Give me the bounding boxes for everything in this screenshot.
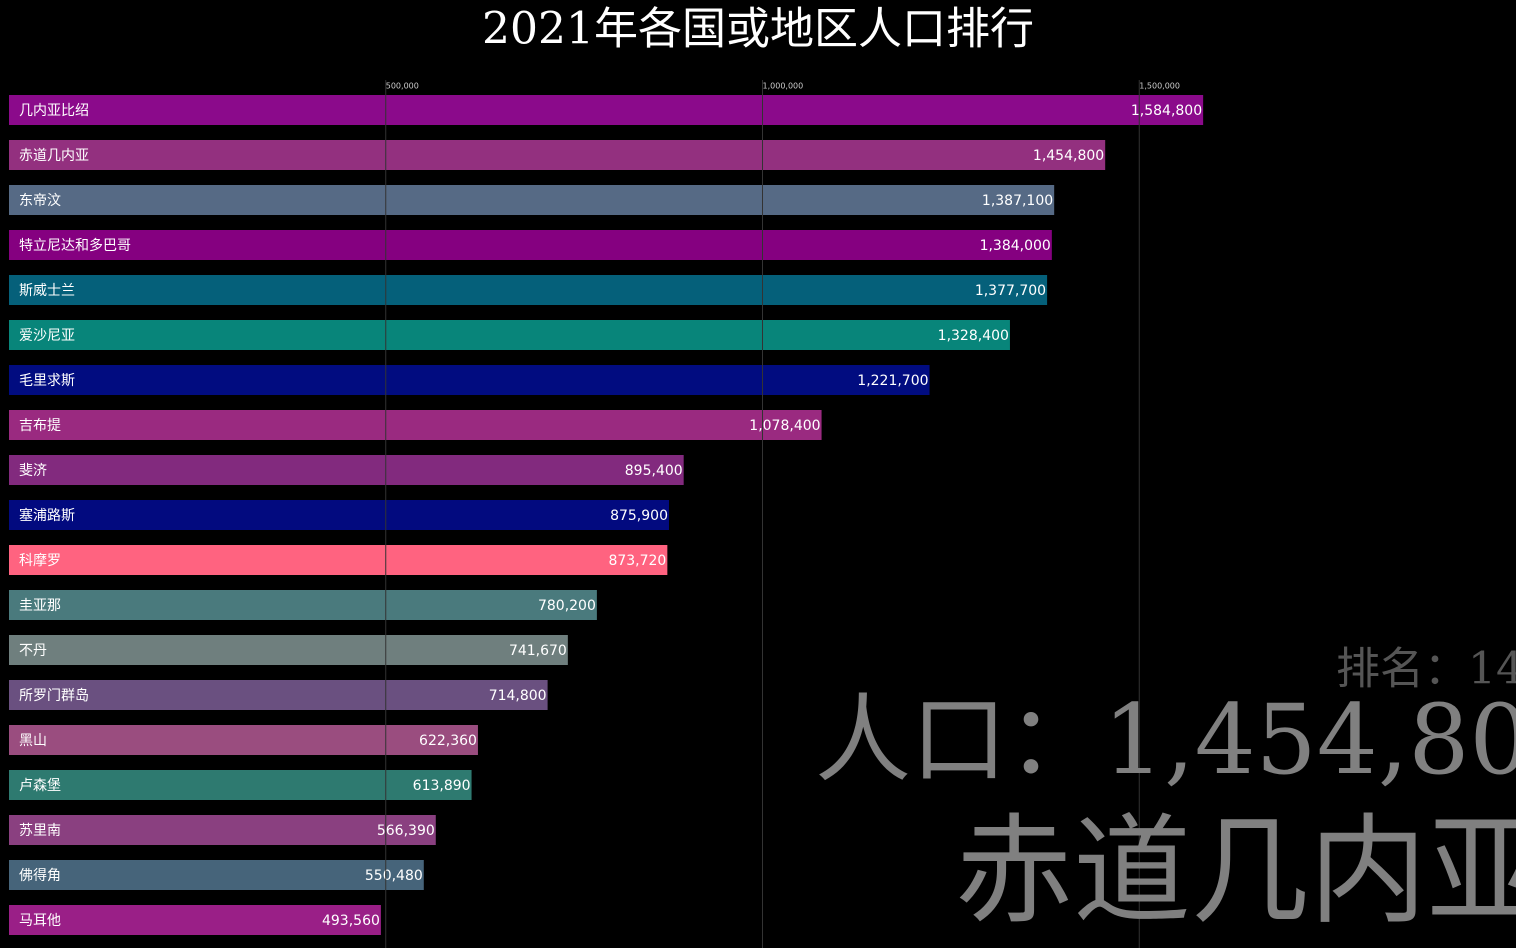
category-label: 几内亚比绍 [19,103,89,119]
category-label: 所罗门群岛 [19,688,89,704]
value-label: 1,454,800 [1033,148,1104,164]
value-label: 622,360 [419,733,477,749]
value-label: 1,384,000 [980,238,1051,254]
category-label: 苏里南 [19,823,61,839]
grid: 500,000 1,000,000 1,500,000 [385,80,1180,948]
x-tick-label: 1,000,000 [763,82,804,91]
category-label: 特立尼达和多巴哥 [19,237,131,254]
value-label: 1,584,800 [1131,103,1202,119]
category-label: 吉布提 [19,418,61,434]
bar [9,590,597,620]
category-label: 塞浦路斯 [19,507,75,524]
value-label: 1,377,700 [975,283,1046,299]
bar [9,275,1048,305]
bar [9,140,1106,170]
category-label: 赤道几内亚 [19,148,89,164]
bar [9,410,822,440]
category-label: 佛得角 [19,867,61,884]
value-label: 493,560 [322,913,380,929]
category-label: 卢森堡 [19,778,61,794]
bar [9,725,478,755]
value-label: 873,720 [608,553,666,569]
category-label: 马耳他 [19,913,61,929]
category-label: 科摩罗 [19,552,61,569]
bar [9,635,568,665]
category-label: 斐济 [19,463,47,479]
value-label: 1,078,400 [749,418,820,434]
bar [9,320,1010,350]
category-label: 圭亚那 [19,598,61,614]
value-label: 741,670 [509,643,567,659]
value-label: 780,200 [538,598,596,614]
category-label: 黑山 [19,733,47,749]
x-tick-label: 500,000 [386,82,419,91]
value-label: 875,900 [610,508,668,524]
value-label: 714,800 [489,688,547,704]
bars: 几内亚比绍 1,584,800 赤道几内亚 1,454,800 东帝汶 1,387,100… [9,95,1204,935]
category-label: 毛里求斯 [19,373,75,389]
value-label: 566,390 [377,823,435,839]
category-label: 不丹 [19,643,47,659]
value-label: 1,387,100 [982,193,1053,209]
value-label: 1,328,400 [938,328,1009,344]
bar [9,95,1204,125]
category-label: 爱沙尼亚 [19,328,75,344]
rank-annotation: 排名：14 [1336,644,1516,695]
value-label: 613,890 [413,778,471,794]
bar [9,545,668,575]
x-tick-label: 1,500,000 [1139,82,1180,91]
bar [9,860,424,890]
value-label: 550,480 [365,868,423,884]
bar [9,815,436,845]
bar [9,230,1052,260]
bar [9,185,1055,215]
bar [9,455,684,485]
value-label: 895,400 [625,463,683,479]
country-annotation: 赤道几内亚 [955,802,1516,940]
bar [9,770,472,800]
chart-title: 2021年各国或地区人口排行 [482,4,1034,55]
value-label: 1,221,700 [857,373,928,389]
bar [9,905,381,935]
bar [9,365,930,395]
population-annotation: 人口：1,454,800 [815,684,1516,796]
category-label: 斯威士兰 [19,283,75,299]
bar [9,680,548,710]
category-label: 东帝汶 [19,192,61,209]
bar [9,500,669,530]
